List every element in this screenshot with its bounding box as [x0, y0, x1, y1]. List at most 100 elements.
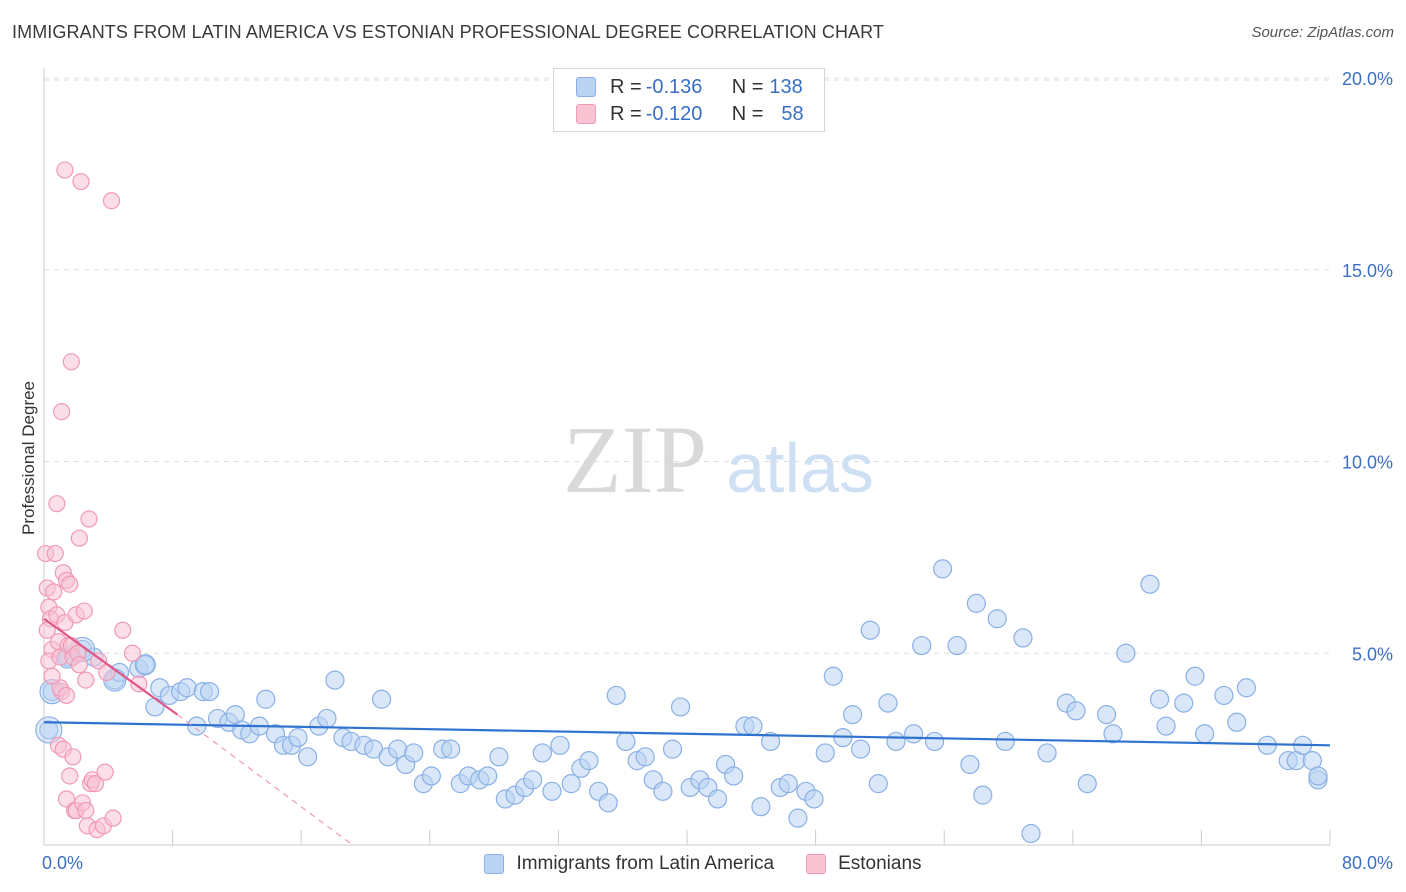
data-point-latin-america	[288, 728, 308, 748]
watermark-zip: ZIP	[563, 406, 707, 513]
data-point-latin-america	[987, 609, 1007, 629]
data-point-latin-america	[478, 766, 498, 786]
x-tick-label: 80.0%	[1342, 853, 1393, 873]
data-point-latin-america	[441, 739, 461, 759]
series-latin-america-points	[35, 559, 1328, 844]
data-point-latin-america	[542, 781, 562, 801]
n-value: 58	[781, 102, 804, 125]
data-point-latin-america	[1077, 774, 1097, 794]
legend-swatch-pink	[576, 104, 596, 124]
data-point-estonians	[70, 656, 88, 674]
data-point-latin-america	[371, 689, 392, 709]
tick-labels: 5.0% 10.0% 15.0% 20.0% 0.0% 80.0%	[42, 69, 1393, 873]
data-point-latin-america	[1308, 766, 1328, 786]
data-point-latin-america	[751, 797, 771, 817]
data-point-latin-america	[924, 731, 945, 752]
data-point-estonians	[46, 544, 64, 563]
n-label: N =	[731, 102, 764, 125]
data-point-latin-america	[960, 754, 980, 775]
r-value: -0.136	[645, 75, 703, 98]
data-point-latin-america	[1103, 724, 1123, 744]
data-point-latin-america	[404, 743, 424, 763]
data-point-estonians	[62, 353, 80, 371]
data-point-latin-america	[966, 593, 986, 613]
data-point-latin-america	[532, 743, 552, 763]
data-point-latin-america	[1236, 678, 1257, 698]
zipatlas-watermark: ZIP atlas	[563, 406, 874, 513]
data-point-latin-america	[550, 735, 570, 755]
data-point-latin-america	[995, 731, 1015, 752]
legend-row-latin-america: R = -0.136 N = 138	[576, 75, 803, 99]
data-point-latin-america	[598, 793, 618, 813]
data-point-latin-america	[778, 774, 798, 794]
data-point-latin-america	[317, 708, 337, 729]
legend-swatch-blue	[484, 854, 505, 874]
data-point-latin-america	[177, 678, 197, 698]
data-point-latin-america	[1195, 724, 1215, 744]
y-tick-label: 20.0%	[1342, 69, 1393, 89]
data-point-estonians	[48, 495, 66, 513]
data-point-latin-america	[973, 785, 993, 805]
data-point-latin-america	[823, 666, 843, 686]
data-point-latin-america	[932, 559, 953, 579]
data-point-latin-america	[635, 747, 655, 767]
data-point-latin-america	[842, 705, 863, 725]
series-estonians-points	[37, 161, 148, 839]
data-point-latin-america	[886, 731, 906, 752]
data-point-latin-america	[868, 774, 888, 794]
data-point-latin-america	[489, 747, 509, 767]
data-point-latin-america	[256, 689, 276, 709]
data-point-latin-america	[145, 697, 165, 717]
data-point-latin-america	[1150, 689, 1170, 709]
data-point-latin-america	[662, 739, 683, 759]
data-point-latin-america	[135, 655, 155, 675]
data-point-estonians	[64, 748, 82, 766]
data-point-estonians	[130, 675, 148, 693]
data-point-estonians	[123, 644, 142, 662]
data-point-latin-america	[39, 720, 59, 740]
trend-line-latin-america	[43, 721, 1331, 747]
data-point-latin-america	[878, 693, 898, 713]
data-point-latin-america	[561, 774, 581, 794]
data-point-latin-america	[1214, 685, 1234, 706]
data-point-latin-america	[606, 685, 626, 706]
data-point-latin-america	[815, 743, 835, 763]
data-point-latin-america	[904, 724, 924, 744]
data-point-estonians	[70, 529, 88, 547]
data-point-estonians	[57, 686, 76, 705]
legend-label-estonians: Estonians	[838, 853, 922, 874]
data-point-latin-america	[1156, 716, 1176, 736]
n-label: N =	[731, 75, 764, 98]
data-point-latin-america	[421, 766, 442, 786]
data-point-latin-america	[325, 670, 345, 690]
data-point-latin-america	[804, 789, 824, 809]
data-point-latin-america	[707, 789, 728, 809]
grid-lines	[44, 77, 1330, 654]
data-point-latin-america	[912, 635, 932, 656]
legend-item-estonians: Estonians	[806, 853, 922, 875]
data-point-latin-america	[851, 739, 871, 759]
data-point-estonians	[56, 161, 74, 179]
source-credit: Source: ZipAtlas.com	[1251, 24, 1394, 41]
data-point-estonians	[53, 403, 71, 421]
data-point-estonians	[75, 602, 93, 620]
watermark-atlas: atlas	[726, 429, 874, 507]
trend-line-estonians-extension	[177, 714, 353, 846]
chart-title: IMMIGRANTS FROM LATIN AMERICA VS ESTONIA…	[12, 22, 885, 42]
data-point-latin-america	[579, 751, 599, 771]
legend-swatch-pink	[806, 854, 827, 874]
series-legend: Immigrants from Latin America Estonians	[0, 850, 1406, 878]
data-point-estonians	[61, 767, 79, 785]
r-value: -0.120	[645, 102, 703, 125]
legend-swatch-blue	[576, 77, 596, 97]
data-point-latin-america	[1174, 693, 1194, 713]
legend-label-latin-america: Immigrants from Latin America	[516, 853, 775, 874]
axes	[43, 68, 1331, 846]
trend-line-estonians	[43, 617, 179, 716]
data-point-latin-america	[760, 731, 781, 752]
data-point-estonians	[45, 583, 63, 601]
x-tick-label: 0.0%	[42, 853, 83, 873]
r-label: R =	[610, 75, 642, 98]
legend-row-estonians: R = -0.120 N = 58	[576, 102, 804, 126]
